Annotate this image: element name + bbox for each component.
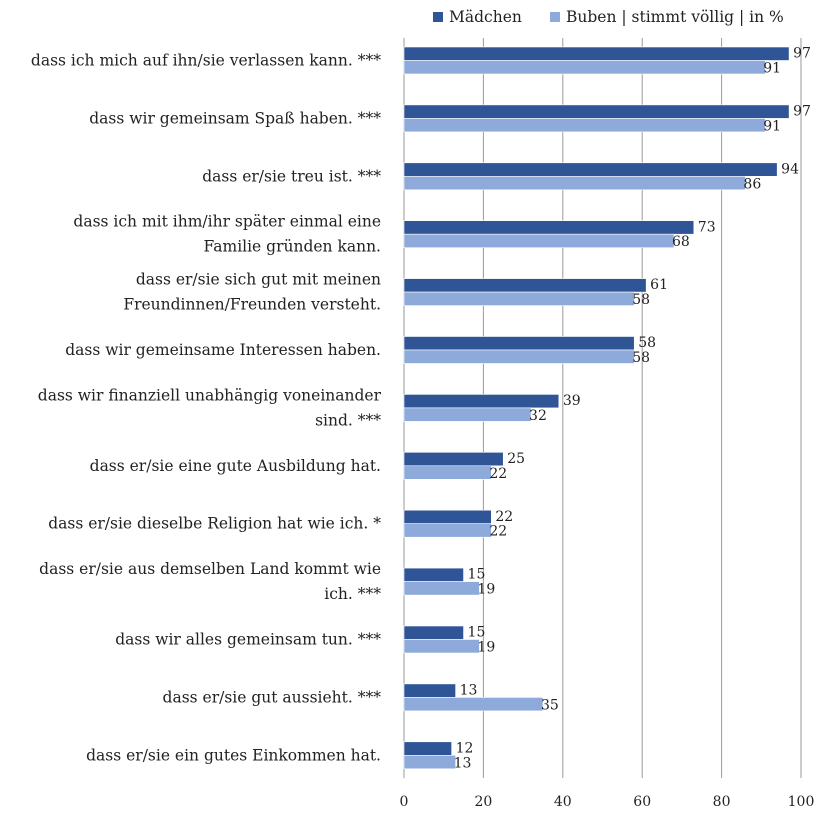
value-label-maedchen-4: 61 xyxy=(650,277,668,293)
bar-buben-12 xyxy=(403,754,456,770)
bar-buben-3 xyxy=(403,233,675,248)
category-label-2: dass er/sie treu ist. *** xyxy=(202,167,381,185)
category-label-3-line-1: Familie gründen kann. xyxy=(204,238,381,256)
x-tick-label-80: 80 xyxy=(713,794,731,810)
value-label-buben-3: 68 xyxy=(672,234,690,250)
category-label-11: dass er/sie gut aussieht. *** xyxy=(163,688,382,706)
legend-label-buben: Buben | stimmt völlig | in % xyxy=(566,8,784,26)
value-label-buben-6: 32 xyxy=(529,408,547,424)
bar-buben-4 xyxy=(403,291,635,306)
x-tick-label-20: 20 xyxy=(474,794,492,810)
value-label-maedchen-9: 15 xyxy=(468,567,486,583)
value-label-maedchen-2: 94 xyxy=(781,161,799,177)
value-label-buben-4: 58 xyxy=(632,292,650,308)
value-label-maedchen-5: 58 xyxy=(638,335,656,351)
value-label-buben-5: 58 xyxy=(632,350,650,366)
value-label-maedchen-11: 13 xyxy=(460,682,478,698)
x-tick-label-0: 0 xyxy=(400,794,409,810)
value-label-buben-8: 22 xyxy=(489,524,507,540)
category-label-8: dass er/sie dieselbe Religion hat wie ic… xyxy=(48,515,381,533)
category-label-1: dass wir gemeinsam Spaß haben. *** xyxy=(89,109,381,127)
x-tick-label-100: 100 xyxy=(788,794,815,810)
bar-buben-8 xyxy=(403,523,492,538)
bar-maedchen-10 xyxy=(403,625,464,640)
bar-buben-2 xyxy=(403,176,746,191)
category-label-9-line-1: ich. *** xyxy=(324,585,381,603)
legend-swatch-buben xyxy=(550,12,560,22)
value-label-buben-9: 19 xyxy=(477,582,495,598)
bar-maedchen-2 xyxy=(403,162,778,177)
value-label-maedchen-6: 39 xyxy=(563,393,581,409)
value-label-maedchen-8: 22 xyxy=(495,509,513,525)
bar-buben-11 xyxy=(403,697,544,712)
category-label-5: dass wir gemeinsame Interessen haben. xyxy=(65,341,381,359)
bar-buben-7 xyxy=(403,465,492,480)
x-tick-label-40: 40 xyxy=(554,794,572,810)
category-label-10: dass wir alles gemeinsam tun. *** xyxy=(115,631,381,649)
value-label-buben-11: 35 xyxy=(541,697,559,713)
bar-maedchen-3 xyxy=(403,220,695,235)
category-label-0: dass ich mich auf ihn/sie verlassen kann… xyxy=(31,52,381,70)
value-label-buben-7: 22 xyxy=(489,466,507,482)
legend-label-maedchen: Mädchen xyxy=(449,8,522,26)
bar-buben-1 xyxy=(403,118,766,133)
bar-maedchen-4 xyxy=(403,278,647,293)
category-label-3-line-0: dass ich mit ihm/ihr später einmal eine xyxy=(73,213,381,231)
value-label-buben-0: 91 xyxy=(763,61,781,77)
value-label-buben-2: 86 xyxy=(743,176,761,192)
value-label-maedchen-1: 97 xyxy=(793,103,811,119)
bar-maedchen-0 xyxy=(403,46,790,61)
legend: Mädchen Buben | stimmt völlig | in % xyxy=(433,8,784,26)
bar-buben-5 xyxy=(403,349,635,364)
legend-swatch-maedchen xyxy=(433,12,443,22)
category-label-4-line-0: dass er/sie sich gut mit meinen xyxy=(136,271,381,289)
bar-buben-10 xyxy=(403,639,480,654)
bars: 9791979194867368615858583932252222221519… xyxy=(403,46,811,771)
value-label-buben-1: 91 xyxy=(763,118,781,134)
category-label-7: dass er/sie eine gute Ausbildung hat. xyxy=(90,457,381,475)
bar-maedchen-5 xyxy=(403,336,635,351)
category-label-6-line-1: sind. *** xyxy=(315,411,381,429)
category-label-4-line-1: Freundinnen/Freunden versteht. xyxy=(123,296,381,314)
bar-maedchen-11 xyxy=(403,683,456,698)
category-label-6-line-0: dass wir finanziell unabhängig voneinand… xyxy=(38,386,382,404)
value-label-maedchen-3: 73 xyxy=(698,219,716,235)
x-axis-ticks: 0 20 40 60 80 100 xyxy=(400,794,815,810)
bar-buben-6 xyxy=(403,407,532,422)
bar-maedchen-6 xyxy=(403,394,560,409)
value-label-maedchen-12: 12 xyxy=(456,740,474,756)
bar-maedchen-12 xyxy=(403,741,452,756)
value-label-buben-10: 19 xyxy=(477,640,495,656)
value-label-maedchen-0: 97 xyxy=(793,46,811,62)
category-labels: dass ich mich auf ihn/sie verlassen kann… xyxy=(31,52,382,765)
category-label-9-line-0: dass er/sie aus demselben Land kommt wie xyxy=(39,560,381,578)
category-label-12: dass er/sie ein gutes Einkommen hat. xyxy=(86,746,381,764)
value-label-buben-12: 13 xyxy=(454,755,472,771)
bar-maedchen-9 xyxy=(403,567,464,582)
bar-maedchen-7 xyxy=(403,451,504,467)
bar-buben-0 xyxy=(403,60,766,75)
bar-maedchen-1 xyxy=(403,104,790,119)
bar-maedchen-8 xyxy=(403,509,492,525)
value-label-maedchen-10: 15 xyxy=(468,625,486,641)
bar-buben-9 xyxy=(403,581,480,596)
x-tick-label-60: 60 xyxy=(633,794,651,810)
value-label-maedchen-7: 25 xyxy=(507,451,525,467)
